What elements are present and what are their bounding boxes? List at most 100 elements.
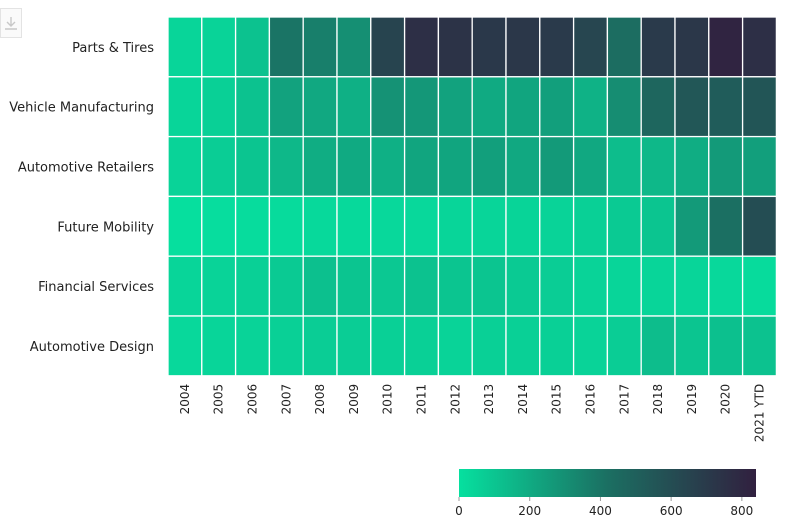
row-label: Automotive Retailers [18,161,154,176]
heatmap-cell [268,76,304,138]
heatmap-cell [336,195,372,257]
heatmap-cell [606,16,642,78]
heatmap-cell [370,76,406,138]
column-label: 2008 [313,384,327,415]
heatmap-cell [167,195,203,257]
heatmap-cell [437,255,473,317]
heatmap-cell [437,16,473,78]
column-label: 2006 [246,384,260,415]
column-label: 2021 YTD [753,384,767,442]
heatmap-cell [336,76,372,138]
download-button[interactable] [0,8,22,38]
heatmap-cell [505,195,541,257]
row-label: Parts & Tires [72,41,154,56]
column-label: 2018 [651,384,665,415]
column-label: 2017 [617,384,631,415]
column-label: 2013 [482,384,496,415]
heatmap-cell [268,16,304,78]
heatmap-cell [201,16,237,78]
colorbar: 0 200 400 600 800 [455,469,756,518]
heatmap-cell [572,135,609,198]
heatmap-cell [167,315,203,377]
heatmap-cell [403,16,440,78]
heatmap-cell [505,315,541,377]
heatmap-cell [471,315,507,377]
heatmap-cell [167,255,203,317]
heatmap-cell [708,16,744,78]
heatmap-cell [606,195,642,257]
heatmap-cell [234,76,271,138]
heatmap-cell [167,76,203,138]
heatmap-cell [167,135,203,198]
heatmap-cell [674,76,710,138]
column-label: 2015 [550,384,564,415]
column-label: 2007 [279,384,293,415]
heatmap-cell [606,135,642,198]
heatmap-cell [437,76,473,138]
row-label: Financial Services [38,280,154,295]
heatmap-cell [505,76,541,138]
heatmap-cell [572,315,609,377]
heatmap-cell [674,255,710,317]
heatmap-cell [708,195,744,257]
heatmap-cells [167,16,778,377]
heatmap-cell [640,16,676,78]
column-label: 2011 [415,384,429,415]
heatmap-cell [370,255,406,317]
column-label: 2016 [584,384,598,415]
heatmap-cell [741,255,778,317]
heatmap-cell [268,255,304,317]
heatmap-cell [302,195,338,257]
heatmap-cell [471,135,507,198]
heatmap-cell [606,255,642,317]
heatmap-cell [606,315,642,377]
heatmap-cell [708,76,744,138]
heatmap-cell [201,195,237,257]
heatmap-cell [234,16,271,78]
row-labels: Parts & Tires Vehicle Manufacturing Automo… [9,41,154,355]
column-label: 2010 [381,384,395,415]
heatmap-cell [640,135,676,198]
heatmap-cell [201,76,237,138]
heatmap-cell [505,135,541,198]
heatmap-cell [268,195,304,257]
heatmap-cell [234,255,271,317]
heatmap-cell [167,16,203,78]
heatmap-cell [437,195,473,257]
heatmap-cell [302,315,338,377]
heatmap-cell [741,76,778,138]
heatmap-cell [640,255,676,317]
column-label: 2019 [685,384,699,415]
heatmap-cell [708,315,744,377]
colorbar-tick-label: 0 [455,504,463,518]
heatmap-cell [403,195,440,257]
heatmap-cell [741,195,778,257]
heatmap-cell [471,76,507,138]
heatmap-cell [471,16,507,78]
heatmap-cell [302,135,338,198]
heatmap-cell [539,315,575,377]
heatmap-cell [471,255,507,317]
heatmap-cell [539,16,575,78]
row-label: Automotive Design [30,340,154,355]
heatmap-cell [201,255,237,317]
heatmap-cell [403,315,440,377]
colorbar-tick-label: 800 [730,504,753,518]
heatmap-cell [336,16,372,78]
heatmap-cell [268,315,304,377]
heatmap-cell [708,135,744,198]
row-label: Vehicle Manufacturing [9,101,154,116]
heatmap-cell [370,16,406,78]
heatmap-cell [201,135,237,198]
heatmap-cell [708,255,744,317]
heatmap-cell [741,16,778,78]
heatmap-cell [471,195,507,257]
heatmap-cell [539,255,575,317]
heatmap-cell [370,135,406,198]
heatmap-cell [572,255,609,317]
column-labels: 2004 2005 2006 2007 2008 2009 2010 2011 2012 2013… [178,384,767,442]
heatmap-cell [302,76,338,138]
colorbar-tick-label: 400 [589,504,612,518]
heatmap-cell [201,315,237,377]
